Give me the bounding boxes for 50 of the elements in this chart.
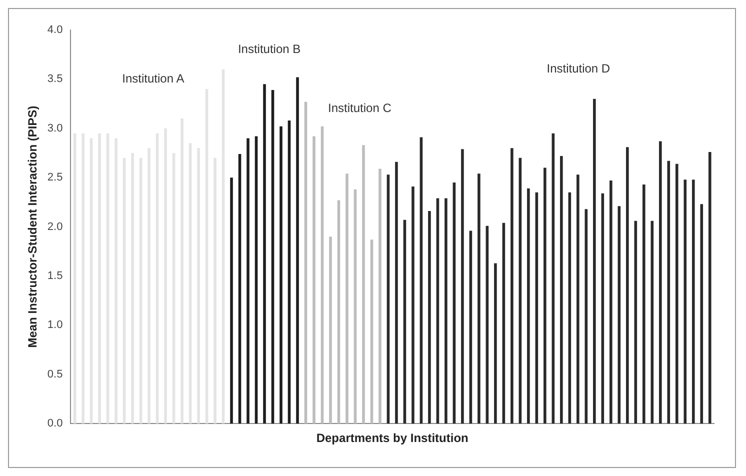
annotation: Institution B bbox=[238, 42, 301, 56]
bar bbox=[610, 180, 612, 424]
bar bbox=[593, 98, 596, 424]
bar bbox=[527, 188, 530, 424]
bar bbox=[230, 178, 233, 424]
bar bbox=[280, 126, 282, 424]
bar bbox=[346, 174, 348, 424]
y-tick-label: 2.0 bbox=[47, 220, 63, 233]
bar bbox=[510, 148, 514, 424]
y-tick-label: 4.0 bbox=[47, 24, 63, 36]
bar bbox=[494, 263, 497, 424]
bar bbox=[634, 220, 638, 424]
y-tick-label: 0.5 bbox=[47, 368, 63, 380]
bar bbox=[626, 147, 629, 424]
bar bbox=[378, 168, 382, 424]
bar bbox=[708, 152, 712, 424]
bar bbox=[642, 184, 646, 424]
bar bbox=[684, 180, 687, 424]
bar bbox=[444, 198, 448, 424]
bar bbox=[395, 162, 398, 424]
y-axis-title: Mean Instructor-Student Interaction (PIPS) bbox=[26, 106, 40, 348]
bar bbox=[263, 84, 266, 424]
y-tick-label: 3.0 bbox=[47, 122, 63, 134]
bar bbox=[650, 220, 654, 424]
bar bbox=[246, 138, 250, 424]
bar bbox=[544, 168, 546, 424]
bar bbox=[478, 174, 480, 424]
bar bbox=[412, 186, 414, 424]
x-axis-title: Departments by Institution bbox=[316, 431, 468, 446]
bar bbox=[667, 160, 670, 424]
bar bbox=[576, 174, 580, 424]
annotation: Institution A bbox=[122, 72, 184, 86]
bar bbox=[461, 149, 464, 424]
bar bbox=[329, 236, 332, 424]
bar bbox=[560, 156, 563, 424]
bar bbox=[658, 141, 662, 424]
bar bbox=[428, 211, 431, 424]
bar bbox=[296, 77, 299, 424]
y-tick-label: 1.5 bbox=[47, 270, 63, 282]
y-tick-label: 3.5 bbox=[47, 73, 63, 86]
bar bbox=[700, 204, 704, 424]
bar bbox=[692, 180, 695, 424]
bar bbox=[675, 164, 678, 424]
y-tick-label: 2.5 bbox=[47, 172, 63, 184]
annotation: Institution C bbox=[328, 101, 392, 116]
y-tick-label: 1.0 bbox=[47, 319, 63, 332]
annotation: Institution D bbox=[546, 62, 610, 76]
bar bbox=[312, 136, 316, 424]
y-tick-label: 0.0 bbox=[47, 418, 63, 430]
bar bbox=[362, 145, 365, 424]
